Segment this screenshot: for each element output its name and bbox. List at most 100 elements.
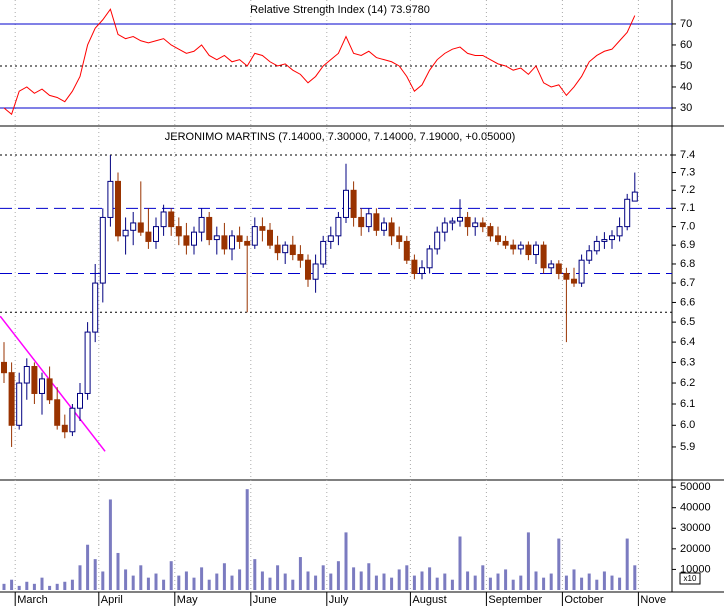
volume-bar bbox=[10, 579, 14, 590]
candle-body bbox=[198, 216, 205, 233]
candle-body bbox=[69, 407, 76, 433]
candle-body bbox=[115, 180, 121, 237]
y-tick-label: 60 bbox=[680, 39, 692, 51]
candle-body bbox=[350, 189, 357, 218]
volume-bar bbox=[420, 571, 424, 590]
volume-bar bbox=[397, 569, 401, 590]
x-tick-label: June bbox=[253, 594, 277, 606]
volume-bar bbox=[78, 565, 82, 590]
candle-body bbox=[213, 235, 220, 241]
volume-bar bbox=[139, 565, 143, 590]
candle-body bbox=[221, 235, 228, 250]
y-tick-label: 6.1 bbox=[680, 398, 695, 410]
volume-bar bbox=[602, 571, 606, 590]
candle-body bbox=[457, 216, 463, 222]
candle-body bbox=[305, 259, 311, 280]
volume-bar bbox=[124, 569, 128, 590]
candle-body bbox=[631, 191, 638, 202]
candle-body bbox=[289, 244, 296, 256]
volume-bar bbox=[245, 489, 249, 590]
y-tick-label: 6.5 bbox=[680, 316, 695, 328]
volume-bar bbox=[526, 532, 530, 590]
volume-bar bbox=[25, 581, 29, 590]
y-tick-label: 30 bbox=[680, 102, 692, 114]
volume-bar bbox=[443, 573, 447, 590]
volume-bar bbox=[549, 573, 553, 590]
candle-body bbox=[122, 229, 129, 237]
candle-body bbox=[54, 399, 61, 426]
volume-bar bbox=[306, 571, 310, 590]
candle-body bbox=[191, 231, 197, 246]
volume-bar bbox=[48, 585, 52, 590]
candle-body bbox=[236, 235, 243, 242]
x-tick-label: April bbox=[101, 594, 123, 606]
volume-bar bbox=[192, 577, 196, 590]
candle-body bbox=[449, 220, 456, 224]
candle-body bbox=[92, 282, 99, 333]
candle-body bbox=[434, 231, 441, 250]
candle-body bbox=[365, 213, 372, 228]
volume-bar bbox=[131, 575, 135, 590]
volume-bar bbox=[86, 544, 90, 590]
candle-body bbox=[61, 424, 68, 433]
volume-bar bbox=[352, 567, 356, 590]
candle-body bbox=[259, 226, 266, 231]
rsi-title: Relative Strength Index (14) 73.9780 bbox=[250, 4, 430, 16]
volume-bar bbox=[162, 579, 166, 590]
candle-body bbox=[206, 216, 213, 241]
volume-bar bbox=[238, 569, 242, 590]
volume-bar bbox=[534, 571, 538, 590]
volume-bar bbox=[519, 575, 523, 590]
y-tick-label: 70 bbox=[680, 18, 692, 30]
candle-body bbox=[312, 263, 319, 280]
candle-body bbox=[229, 235, 235, 250]
candle-body bbox=[327, 235, 334, 242]
candle-body bbox=[586, 250, 593, 261]
volume-bar bbox=[336, 561, 340, 590]
volume-bar bbox=[230, 575, 234, 590]
volume-bar bbox=[367, 563, 371, 590]
candle-body bbox=[297, 254, 304, 261]
candle-body bbox=[160, 211, 167, 228]
y-tick-label: 50 bbox=[680, 60, 692, 72]
volume-bar bbox=[101, 571, 105, 590]
volume-bar bbox=[70, 579, 74, 590]
volume-bar bbox=[32, 583, 36, 590]
volume-bar bbox=[321, 565, 325, 590]
candle-body bbox=[1, 361, 7, 374]
y-tick-label: 6.4 bbox=[680, 336, 695, 348]
volume-bar bbox=[458, 536, 462, 590]
volume-bar bbox=[473, 575, 477, 590]
candle-body bbox=[403, 240, 410, 261]
volume-bar bbox=[595, 579, 599, 590]
candle-body bbox=[472, 222, 479, 228]
volume-bar bbox=[215, 573, 219, 590]
x-tick-label: March bbox=[17, 594, 48, 606]
volume-bar bbox=[40, 577, 44, 590]
y-tick-label: 20000 bbox=[680, 543, 711, 555]
y-tick-label: 6.9 bbox=[680, 239, 695, 251]
candle-body bbox=[183, 235, 190, 246]
candle-body bbox=[419, 267, 425, 274]
volume-bar bbox=[344, 532, 348, 590]
candle-body bbox=[396, 235, 403, 242]
volume-bar bbox=[154, 573, 158, 590]
y-tick-label: 7.4 bbox=[680, 149, 695, 161]
rsi-line bbox=[3, 8, 636, 116]
y-tick-label: 6.0 bbox=[680, 419, 695, 431]
volume-bar bbox=[587, 573, 591, 590]
y-tick-label: 10000 bbox=[680, 563, 711, 575]
candle-body bbox=[251, 226, 258, 246]
y-tick-label: 7.0 bbox=[680, 221, 695, 233]
candle-body bbox=[593, 240, 600, 252]
x-tick-label: August bbox=[412, 594, 446, 606]
volume-bar bbox=[291, 579, 295, 590]
volume-bar bbox=[2, 583, 6, 590]
volume-bar bbox=[466, 571, 470, 590]
volume-bar bbox=[557, 538, 561, 590]
candle-body bbox=[31, 366, 38, 394]
y-tick-label: 7.3 bbox=[680, 166, 695, 178]
candle-body bbox=[517, 244, 524, 250]
x-tick-label: October bbox=[564, 594, 603, 606]
volume-bar bbox=[253, 559, 257, 590]
